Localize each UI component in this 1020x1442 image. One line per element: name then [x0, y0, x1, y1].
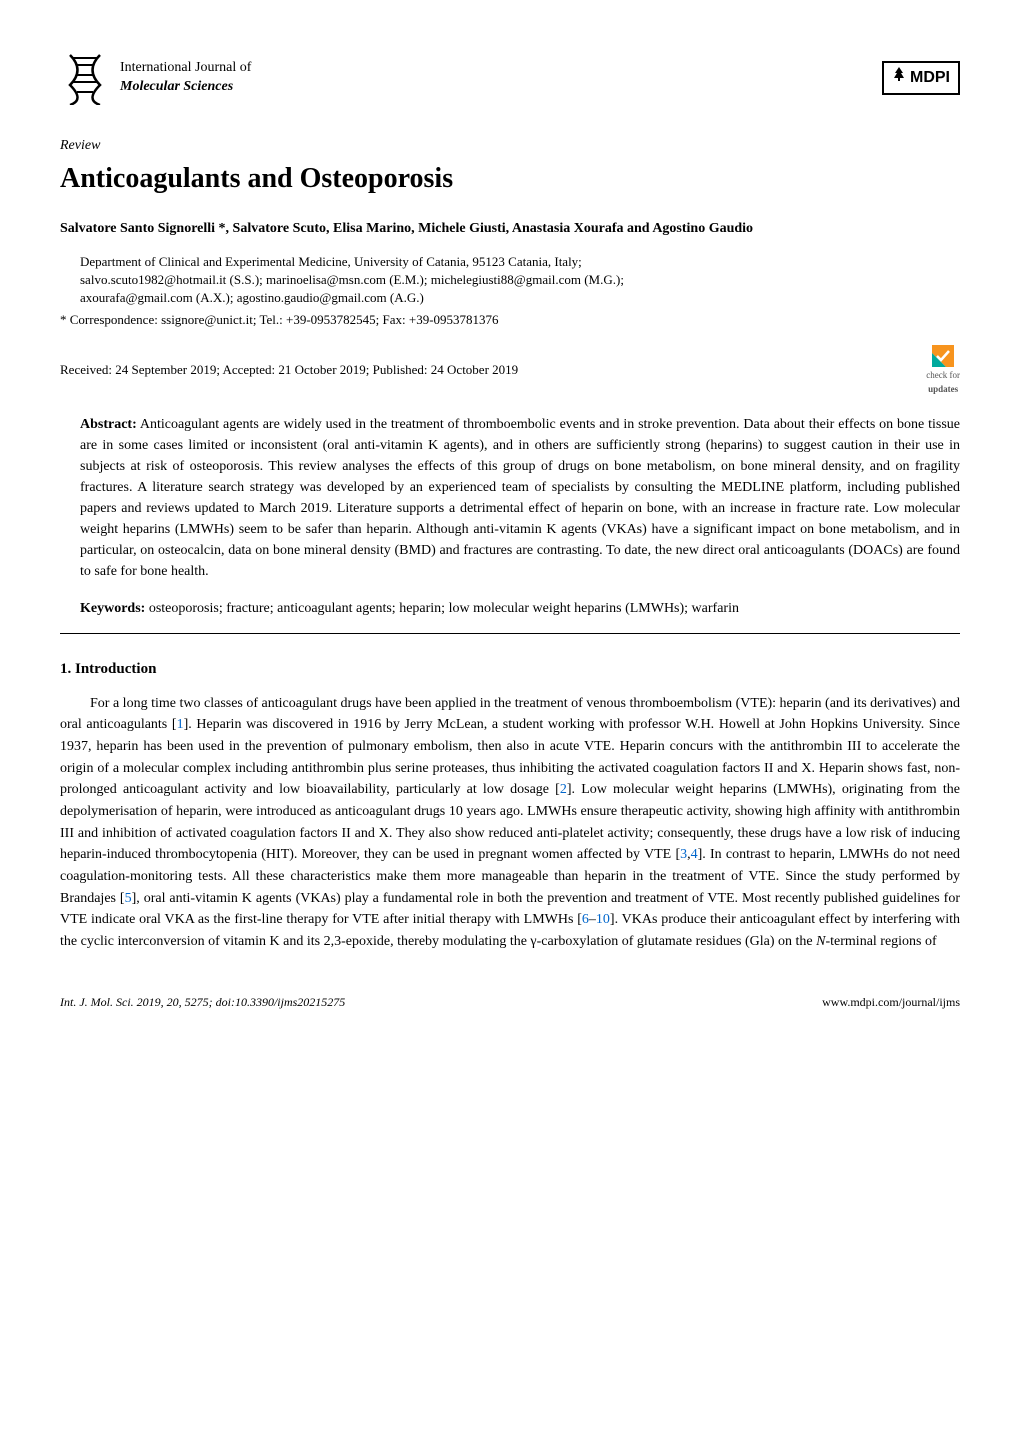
journal-name: International Journal of Molecular Scien… — [120, 59, 251, 95]
introduction-paragraph: For a long time two classes of anticoagu… — [60, 693, 960, 953]
abstract-block: Abstract: Anticoagulant agents are widel… — [80, 414, 960, 582]
authors: Salvatore Santo Signorelli *, Salvatore … — [60, 218, 960, 239]
keywords-block: Keywords: osteoporosis; fracture; antico… — [80, 598, 960, 619]
keywords-text: osteoporosis; fracture; anticoagulant ag… — [145, 601, 739, 616]
check-line1: check for — [926, 369, 960, 383]
journal-logo: International Journal of Molecular Scien… — [60, 50, 251, 105]
publisher-logo: MDPI — [882, 61, 960, 95]
check-line2: updates — [928, 383, 958, 397]
affiliation-line1: Department of Clinical and Experimental … — [80, 253, 960, 271]
header-row: International Journal of Molecular Scien… — [60, 50, 960, 105]
dna-helix-icon — [60, 50, 110, 105]
affiliation-line3: axourafa@gmail.com (A.X.); agostino.gaud… — [80, 289, 960, 307]
check-updates-badge[interactable]: check for updates — [926, 343, 960, 396]
footer-url: www.mdpi.com/journal/ijms — [822, 993, 960, 1011]
section-heading: 1. Introduction — [60, 658, 960, 681]
keywords-label: Keywords: — [80, 601, 145, 616]
journal-line2: Molecular Sciences — [120, 78, 251, 96]
footer-row: Int. J. Mol. Sci. 2019, 20, 5275; doi:10… — [60, 993, 960, 1011]
article-type: Review — [60, 135, 960, 156]
dates-row: Received: 24 September 2019; Accepted: 2… — [60, 343, 960, 396]
mdpi-tree-icon — [892, 66, 906, 90]
publication-dates: Received: 24 September 2019; Accepted: 2… — [60, 360, 518, 380]
journal-line1: International Journal of — [120, 59, 251, 77]
check-updates-icon — [930, 343, 956, 369]
abstract-text: Anticoagulant agents are widely used in … — [80, 417, 960, 579]
abstract-label: Abstract: — [80, 417, 137, 432]
article-title: Anticoagulants and Osteoporosis — [60, 158, 960, 200]
footer-citation: Int. J. Mol. Sci. 2019, 20, 5275; doi:10… — [60, 993, 345, 1011]
section-divider — [60, 633, 960, 634]
publisher-name: MDPI — [910, 66, 950, 90]
correspondence: * Correspondence: ssignore@unict.it; Tel… — [60, 310, 960, 330]
affiliation-line2: salvo.scuto1982@hotmail.it (S.S.); marin… — [80, 271, 960, 289]
